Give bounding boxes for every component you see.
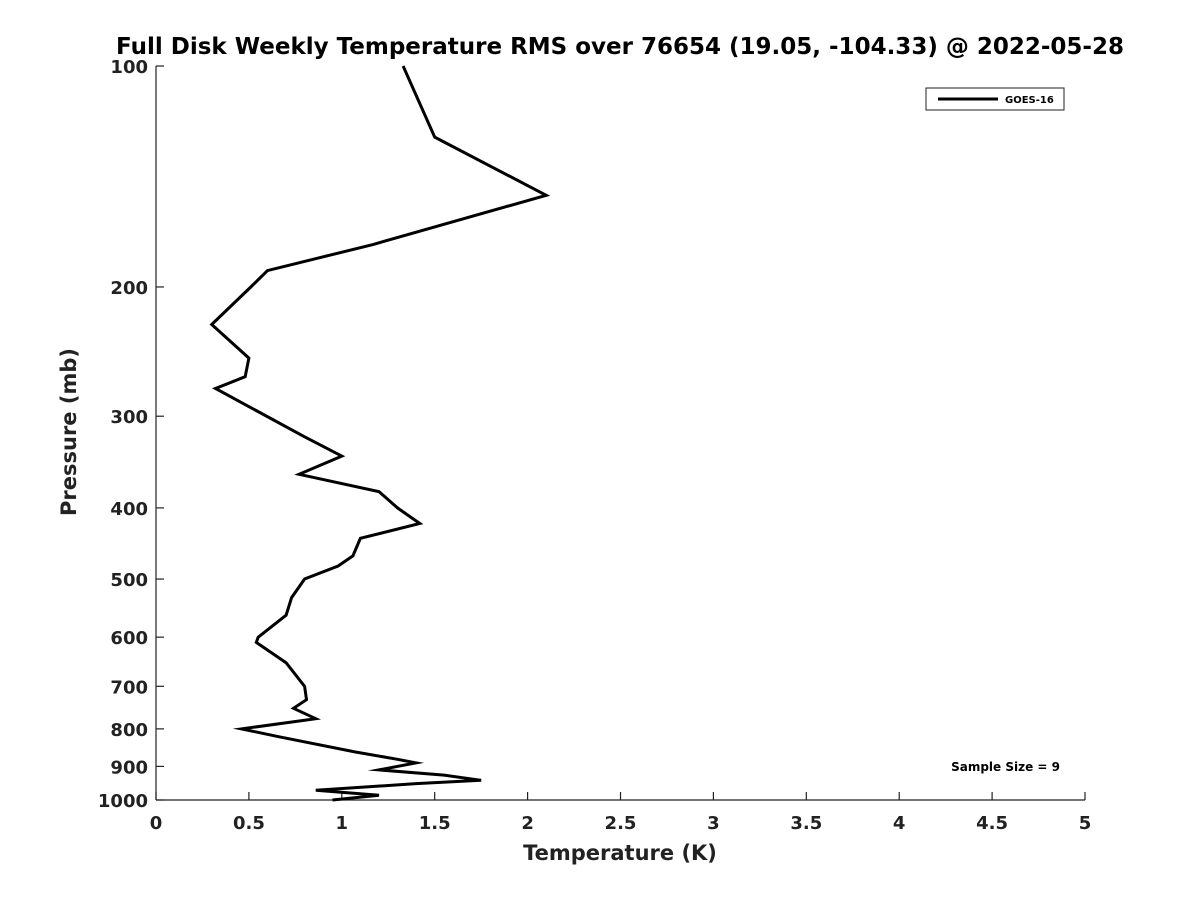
y-tick-label: 800 — [110, 720, 148, 741]
x-tick-label: 2.5 — [605, 813, 637, 834]
x-tick-label: 5 — [1079, 813, 1092, 834]
series-layer — [209, 65, 551, 802]
x-tick-label: 2 — [521, 813, 534, 834]
legend: GOES-16 — [925, 87, 1065, 111]
x-tick-label: 4.5 — [976, 813, 1008, 834]
y-tick-label: 100 — [110, 57, 148, 78]
x-tick-label: 0 — [150, 813, 163, 834]
x-tick-label: 1.5 — [419, 813, 451, 834]
y-tick-label: 200 — [110, 278, 148, 299]
y-tick-label: 500 — [110, 570, 148, 591]
y-tick-label: 600 — [110, 628, 148, 649]
series-line-goes-16 — [209, 65, 551, 802]
x-tick-label: 3.5 — [790, 813, 822, 834]
x-tick-label: 0.5 — [233, 813, 265, 834]
y-tick-label: 1000 — [98, 791, 148, 812]
x-axis-label: Temperature (K) — [523, 841, 717, 865]
x-ticks: 0 0.5 1 1.5 2 2.5 3 3.5 4 4.5 5 — [150, 792, 1092, 834]
y-axis-label: Pressure (mb) — [57, 348, 81, 516]
chart-title: Full Disk Weekly Temperature RMS over 76… — [116, 34, 1124, 60]
x-tick-label: 1 — [336, 813, 349, 834]
y-tick-label: 300 — [110, 407, 148, 428]
y-ticks: 100 200 300 400 500 600 700 800 900 1000 — [98, 57, 164, 812]
y-tick-label: 400 — [110, 499, 148, 520]
plot-area: 0 0.5 1 1.5 2 2.5 3 3.5 4 4.5 5 100 200 300 400 500 600… — [98, 57, 1091, 834]
y-tick-label: 700 — [110, 677, 148, 698]
y-tick-label: 900 — [110, 757, 148, 778]
legend-label: GOES-16 — [1005, 95, 1054, 106]
x-tick-label: 3 — [707, 813, 720, 834]
x-tick-label: 4 — [893, 813, 906, 834]
sample-size-annotation: Sample Size = 9 — [951, 760, 1060, 774]
